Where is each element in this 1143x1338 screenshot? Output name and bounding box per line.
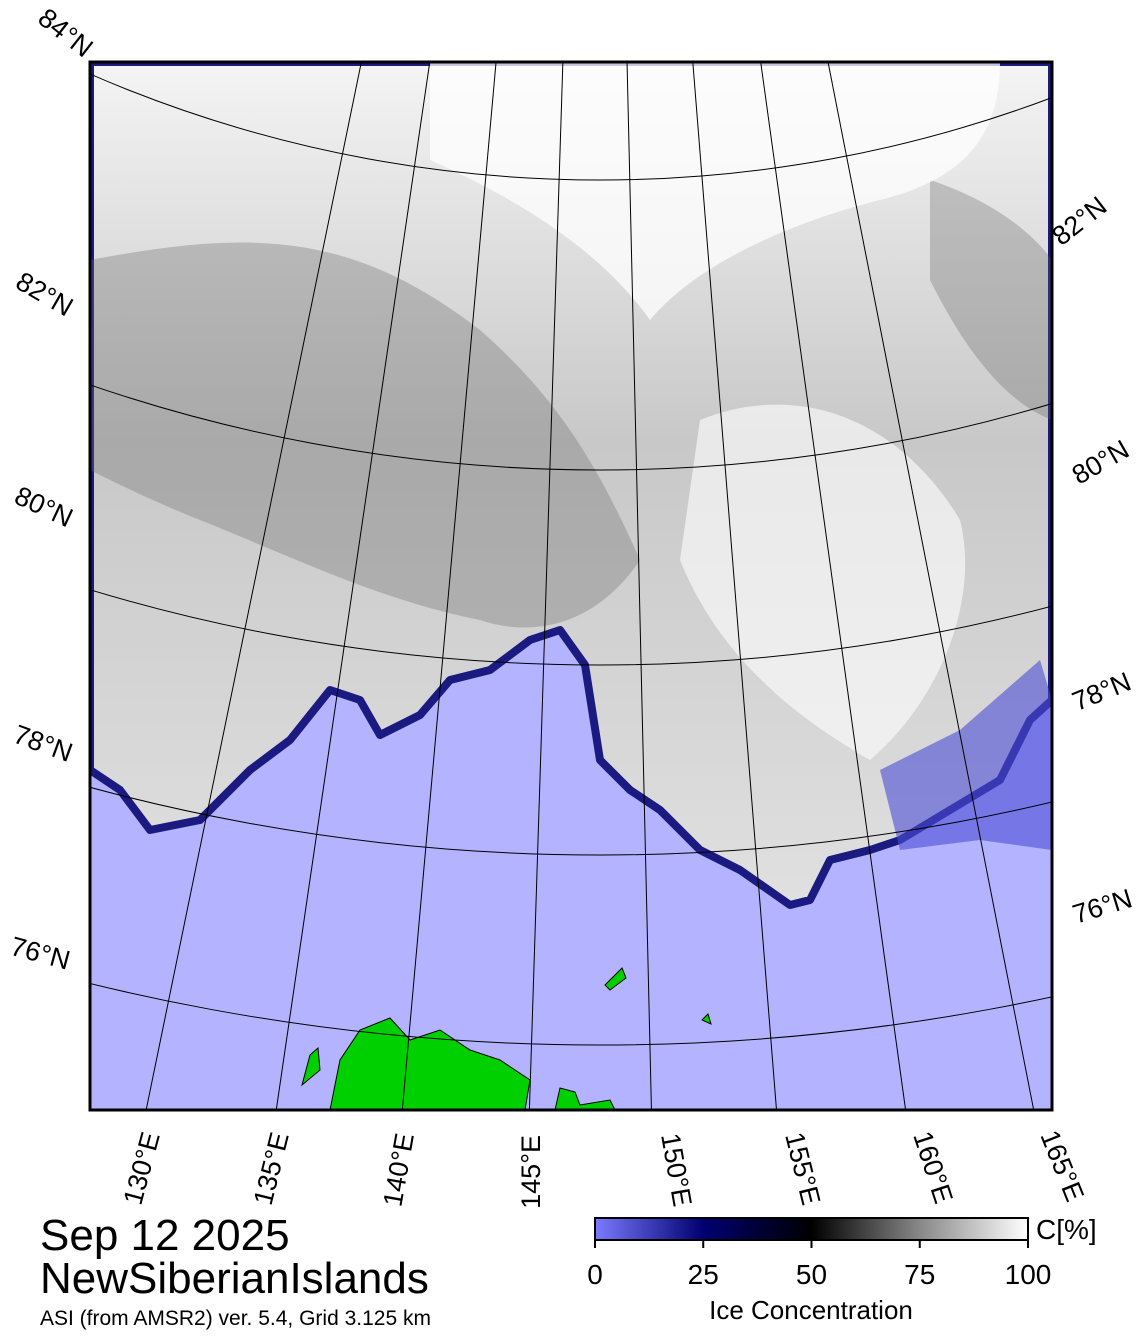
meridian (275, 62, 431, 1110)
latitude-label: 76°N (7, 931, 73, 976)
date: Sep 12 2025 (40, 1211, 290, 1260)
island (554, 1087, 616, 1110)
latitude-label: 78°N (10, 719, 77, 768)
longitude-label: 150°E (655, 1131, 697, 1209)
ice-dark-band (90, 242, 640, 628)
map-area (90, 62, 1052, 1110)
longitude-label: 140°E (378, 1131, 420, 1209)
longitude-label: 165°E (1034, 1126, 1089, 1206)
meridian (626, 62, 652, 1110)
ice-white-area (680, 404, 966, 760)
longitude-label: 155°E (779, 1129, 826, 1208)
latitude-line (90, 73, 1052, 181)
island (701, 1013, 712, 1025)
longitude-label: 145°E (516, 1135, 546, 1209)
latitude-label: 76°N (1069, 883, 1135, 929)
meridian (827, 62, 1035, 1110)
latitude-label: 82°N (1046, 191, 1112, 252)
map-frame (88, 60, 1054, 1112)
meridian (760, 62, 907, 1110)
meridian (145, 62, 362, 1110)
island (329, 1017, 531, 1110)
region: NewSiberianIslands (40, 1254, 429, 1303)
meridian (528, 62, 564, 1110)
latitude-label: 80°N (1067, 434, 1134, 490)
meridian (692, 62, 778, 1110)
longitude-label: 135°E (248, 1129, 295, 1208)
colorbar (594, 1217, 1029, 1241)
colorbar-tick-label: 50 (796, 1259, 827, 1290)
colorbar-tick-label: 25 (688, 1259, 719, 1290)
ice-edge-mix (880, 660, 1052, 850)
longitude-label: 130°E (118, 1129, 166, 1208)
island (301, 1046, 321, 1087)
colorbar-tick-label: 0 (587, 1259, 603, 1290)
latitude-label: 82°N (11, 266, 78, 322)
latitude-label: 84°N (33, 3, 99, 64)
ice-dark-band (930, 180, 1052, 420)
colorbar-tick-label: 75 (904, 1259, 935, 1290)
source: ASI (from AMSR2) ver. 5.4, Grid 3.125 km (40, 1307, 431, 1330)
meridian (401, 62, 497, 1110)
colorbar-unit: C[%] (1036, 1214, 1097, 1245)
colorbar-tick-label: 100 (1005, 1259, 1052, 1290)
colorbar-ticks: 0 25 50 75 100 (587, 1240, 1051, 1290)
longitude-label: 160°E (907, 1128, 958, 1208)
ice-white-area (430, 62, 1000, 320)
graticule (90, 62, 1052, 1110)
latitude-line (90, 383, 1052, 471)
colorbar-label: Ice Concentration (709, 1295, 913, 1325)
island (604, 967, 627, 991)
latitude-label: 80°N (10, 481, 77, 534)
latitude-label: 78°N (1068, 666, 1135, 716)
